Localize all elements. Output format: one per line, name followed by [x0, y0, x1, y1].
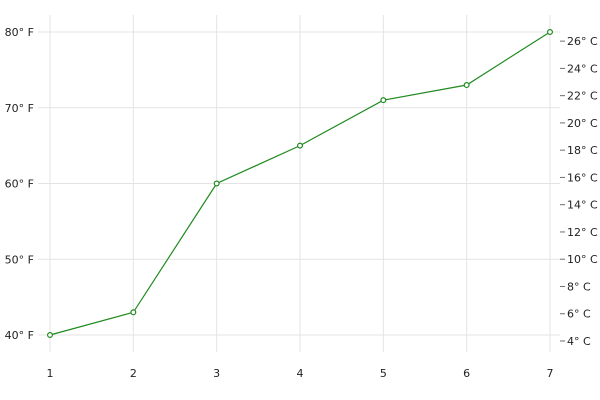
data-point — [546, 29, 553, 36]
x-tick-label: 5 — [380, 367, 387, 380]
data-point — [213, 180, 220, 187]
x-tick-label: 7 — [547, 367, 554, 380]
y-right-tick-label: 26° C — [567, 35, 598, 48]
y-right-tick-label: 24° C — [567, 62, 598, 75]
y-right-tick-label: 20° C — [567, 117, 598, 130]
data-point — [380, 97, 387, 104]
x-tick-label: 1 — [47, 367, 54, 380]
data-point — [297, 142, 304, 149]
y-right-tick-label: 22° C — [567, 90, 598, 103]
y-right-tick-label: 16° C — [567, 171, 598, 184]
y-right-tick-label: 6° C — [567, 308, 591, 321]
x-tick-label: 2 — [130, 367, 137, 380]
y-right-tick-label: 4° C — [567, 335, 591, 348]
data-point — [463, 82, 470, 89]
y-left-tick-label: 40° F — [5, 329, 34, 342]
axis-layer: 1 2 3 4 5 6 7 40° F 50° F 60° F 70° F 80° F 4° C 6° C… — [5, 26, 598, 380]
x-tick-label: 6 — [463, 367, 470, 380]
y-right-tick-label: 14° C — [567, 199, 598, 212]
data-point — [130, 309, 137, 316]
x-tick-label: 4 — [297, 367, 304, 380]
y-right-tick-label: 12° C — [567, 226, 598, 239]
y-left-tick-label: 60° F — [5, 178, 34, 191]
y-right-tick-label: 10° C — [567, 253, 598, 266]
y-left-tick-label: 70° F — [5, 102, 34, 115]
y-left-tick-label: 80° F — [5, 26, 34, 39]
data-point — [46, 332, 53, 339]
y-right-tick-label: 18° C — [567, 144, 598, 157]
grid-layer — [38, 15, 560, 352]
x-tick-label: 3 — [213, 367, 220, 380]
y-right-tick-label: 8° C — [567, 280, 591, 293]
series-layer — [46, 29, 553, 339]
y-left-tick-label: 50° F — [5, 253, 34, 266]
